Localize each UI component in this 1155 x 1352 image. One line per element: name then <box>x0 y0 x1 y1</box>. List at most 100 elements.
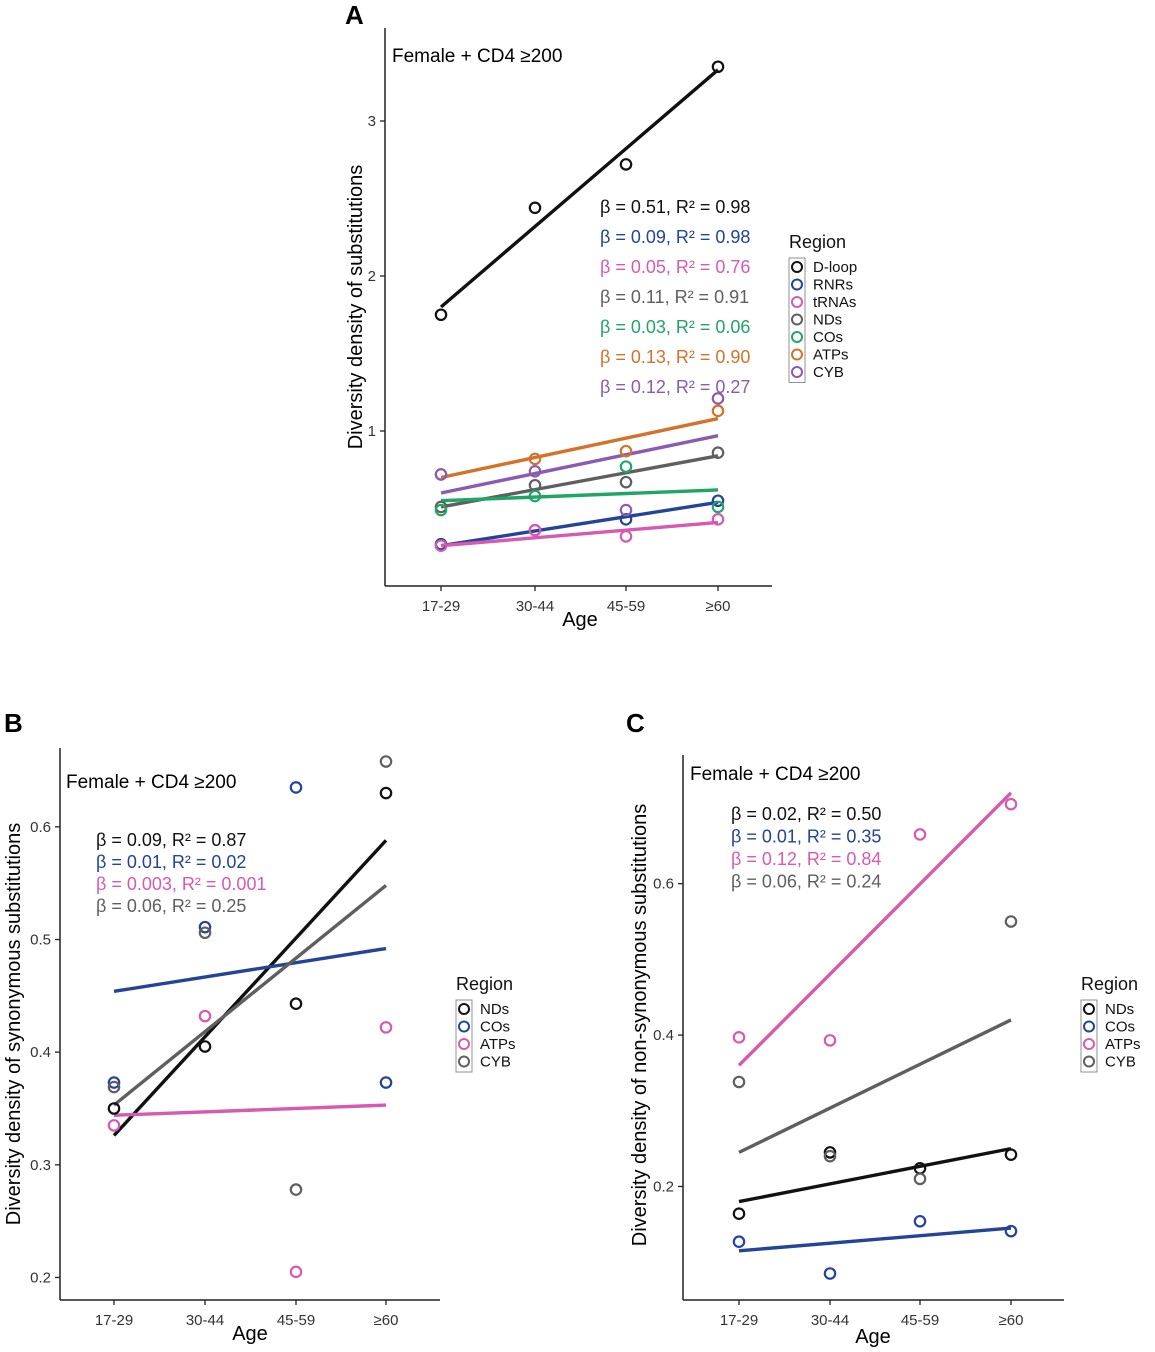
annotation-trnas: β = 0.05, R² = 0.76 <box>600 257 750 277</box>
point-cyb-17-29 <box>434 468 448 481</box>
point-atps-30-44 <box>198 1009 212 1023</box>
point-d-loop-gte60 <box>711 60 725 74</box>
axis-ticks: 1 2 3 17-29 30-44 45-59 ≥60 <box>368 113 731 615</box>
point-nds-gte60 <box>1004 1148 1018 1161</box>
fit-line-atps <box>113 1103 387 1117</box>
point-nds-gte60 <box>711 446 725 459</box>
fit-line-cyb <box>738 1018 1012 1154</box>
point-atps-30-44 <box>823 1034 837 1047</box>
panel-title: Female + CD4 ≥200 <box>392 46 562 67</box>
legend-key-atps <box>458 1038 470 1050</box>
axis-ticks: 0.2 0.3 0.4 0.5 0.6 17-29 30-44 45-59 ≥60 <box>30 819 398 1329</box>
point-rnrs-gte60 <box>711 494 725 508</box>
annotation-atps: β = 0.003, R² = 0.001 <box>96 874 266 894</box>
point-cyb-30-44 <box>198 926 212 940</box>
legend-title: Region <box>789 232 846 252</box>
panel-title: Female + CD4 ≥200 <box>690 764 860 785</box>
y-tick-label: 0.4 <box>30 1044 51 1061</box>
point-nds-17-29 <box>732 1207 746 1221</box>
point-cyb-gte60 <box>379 755 393 768</box>
legend-key-nds <box>791 313 803 326</box>
annotation-rnrs: β = 0.09, R² = 0.98 <box>600 227 750 247</box>
legend-label-cyb: CYB <box>480 1054 511 1071</box>
y-tick-label: 0.6 <box>30 819 51 836</box>
y-tick-label: 3 <box>368 113 376 130</box>
x-axis-title: Age <box>855 1326 891 1348</box>
legend-key-box <box>455 999 473 1073</box>
point-nds-30-44 <box>823 1146 837 1159</box>
legend-label-atps: ATPs <box>813 347 849 364</box>
point-cyb-45-59 <box>913 1172 927 1186</box>
x-tick-label-17-29: 17-29 <box>95 1312 133 1329</box>
point-atps-gte60 <box>711 404 725 418</box>
point-cyb-30-44 <box>823 1149 837 1163</box>
x-tick-label-30-44: 30-44 <box>811 1312 849 1329</box>
x-tick-label-30-44: 30-44 <box>186 1312 224 1329</box>
y-tick-label: 0.2 <box>653 1178 674 1195</box>
point-cyb-17-29 <box>732 1075 746 1089</box>
point-d-loop-45-59 <box>619 158 633 171</box>
fit-lines <box>737 791 1013 1253</box>
annotation-cos: β = 0.03, R² = 0.06 <box>600 317 750 337</box>
x-tick-label-gte60: ≥60 <box>999 1312 1024 1329</box>
legend-title: Region <box>456 974 513 994</box>
legend-key-box <box>1080 999 1098 1073</box>
point-cos-30-44 <box>528 489 542 503</box>
legend-label-cyb: CYB <box>813 364 844 381</box>
legend-key-cyb <box>1083 1055 1095 1068</box>
point-trnas-17-29 <box>434 539 448 552</box>
legend-label-cos: COs <box>1105 1019 1135 1036</box>
legend-label-cos: COs <box>480 1019 510 1036</box>
legend-key-box <box>788 257 806 383</box>
point-cos-30-44 <box>198 920 212 934</box>
x-tick-label-45-59: 45-59 <box>901 1312 939 1329</box>
panel-c: C Female + CD4 ≥200 Age Diversity densit… <box>626 708 1141 1348</box>
fit-line-nds <box>738 1146 1012 1204</box>
legend-key-nds <box>458 1003 470 1015</box>
axis-ticks: 0.2 0.4 0.6 17-29 30-44 45-59 ≥60 <box>653 876 1023 1329</box>
point-atps-gte60 <box>379 1021 393 1034</box>
y-axis-title: Diversity density of non-synonymous subs… <box>629 804 651 1246</box>
point-atps-45-59 <box>913 828 927 841</box>
point-cyb-45-59 <box>289 1183 303 1196</box>
y-tick-label: 0.2 <box>30 1269 51 1286</box>
x-tick-label-gte60: ≥60 <box>706 598 731 615</box>
annotation-atps: β = 0.13, R² = 0.90 <box>600 347 750 367</box>
regression-annotations: β = 0.02, R² = 0.50β = 0.01, R² = 0.35β … <box>731 804 881 892</box>
fit-line-atps <box>440 416 719 480</box>
legend-label-rnrs: RNRs <box>813 277 853 294</box>
y-axis-title: Diversity density of substitutions <box>345 165 367 450</box>
legend-key-cyb <box>791 366 803 378</box>
annotation-atps: β = 0.12, R² = 0.84 <box>731 849 881 869</box>
fit-line-cos <box>738 1226 1012 1253</box>
legend-label-cyb: CYB <box>1105 1054 1136 1071</box>
point-cyb-gte60 <box>1004 915 1018 928</box>
point-cos-45-59 <box>619 460 633 473</box>
fit-line-cos <box>440 488 719 503</box>
x-tick-label-gte60: ≥60 <box>374 1312 399 1329</box>
x-tick-label-45-59: 45-59 <box>277 1312 315 1329</box>
legend-key-trnas <box>791 296 803 308</box>
point-d-loop-30-44 <box>528 201 542 215</box>
annotation-d-loop: β = 0.51, R² = 0.98 <box>600 197 750 217</box>
point-cos-gte60 <box>1004 1224 1018 1238</box>
legend-key-d-loop <box>791 261 803 273</box>
point-cos-gte60 <box>711 500 725 514</box>
point-cyb-17-29 <box>107 1080 121 1094</box>
y-tick-label: 0.3 <box>30 1157 51 1174</box>
point-cos-17-29 <box>434 503 448 517</box>
panel-label-c: C <box>626 708 645 738</box>
fit-line-cyb <box>440 433 719 495</box>
panel-label-b: B <box>4 708 23 738</box>
annotation-nds: β = 0.09, R² = 0.87 <box>96 830 246 850</box>
panel-a: A Female + CD4 ≥200 Age Diversity densit… <box>345 0 857 631</box>
point-cos-45-59 <box>913 1214 927 1228</box>
point-cyb-45-59 <box>619 503 633 517</box>
point-nds-45-59 <box>289 997 303 1011</box>
point-rnrs-45-59 <box>619 513 633 526</box>
y-tick-label: 1 <box>368 423 376 440</box>
legend-key-atps <box>1083 1038 1095 1050</box>
point-trnas-30-44 <box>528 523 542 537</box>
fit-line-d-loop <box>439 68 720 309</box>
